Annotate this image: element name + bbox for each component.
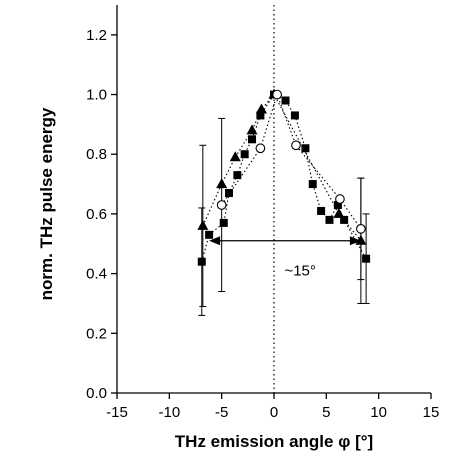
x-axis-label: THz emission angle φ [°]: [175, 432, 373, 451]
square-marker: [308, 180, 317, 189]
circle-marker: [356, 223, 366, 234]
y-tick-label: 0.0: [86, 385, 107, 402]
y-tick-label: 0.6: [86, 206, 107, 223]
x-tick-label: 10: [370, 404, 387, 421]
square-marker: [325, 215, 334, 224]
triangle-marker: [197, 219, 209, 230]
square-marker: [205, 230, 214, 239]
arrow-head-right: [349, 236, 361, 246]
square-marker: [362, 254, 371, 263]
square-marker: [224, 189, 233, 198]
x-tick-label: 15: [423, 404, 440, 421]
triangle-marker: [229, 151, 241, 162]
square-marker: [290, 111, 299, 120]
annotation-group: ~15°: [209, 236, 361, 280]
square-marker: [219, 218, 228, 227]
annotation-label: ~15°: [284, 263, 315, 280]
square-marker: [301, 144, 310, 153]
x-tick-label: 5: [322, 404, 330, 421]
y-tick-label: 1.2: [86, 27, 107, 44]
circle-marker: [291, 140, 301, 151]
circle-marker: [272, 89, 282, 100]
square-marker: [248, 135, 257, 144]
circle-marker: [255, 143, 266, 154]
fit-line-series-0: [201, 93, 367, 262]
fit-line-series-2: [221, 92, 362, 230]
circle-marker: [216, 200, 227, 210]
fit-line-series-1: [202, 93, 362, 242]
y-tick-label: 0.8: [86, 146, 107, 163]
square-marker: [197, 257, 206, 266]
circle-marker: [335, 194, 345, 204]
triangle-marker: [216, 178, 228, 189]
triangle-marker: [246, 124, 258, 135]
square-marker: [317, 206, 326, 215]
square-marker: [233, 171, 242, 180]
x-tick-label: -5: [215, 404, 228, 421]
y-axis-label: norm. THz pulse energy: [37, 107, 56, 300]
square-marker: [240, 150, 249, 159]
square-marker: [340, 215, 349, 224]
arrow-head-left: [209, 236, 221, 246]
y-tick-label: 0.4: [86, 266, 107, 283]
x-tick-label: 0: [270, 404, 278, 421]
triangle-marker: [255, 103, 267, 114]
square-marker: [281, 96, 290, 105]
square-marker: [256, 111, 265, 120]
axes: 0.0 0.2 0.4 0.6 0.8 1.0 1.2 -15 -10 -5 0 5 10 15: [86, 5, 439, 421]
x-tick-label: -10: [158, 404, 180, 421]
triangle-marker: [355, 234, 367, 245]
y-tick-label: 1.0: [86, 87, 107, 104]
triangle-marker: [333, 207, 345, 218]
fit-lines: [201, 92, 367, 262]
square-marker: [333, 200, 342, 209]
data-points: [197, 88, 371, 266]
x-tick-label: -15: [106, 404, 128, 421]
y-tick-label: 0.2: [86, 325, 107, 342]
